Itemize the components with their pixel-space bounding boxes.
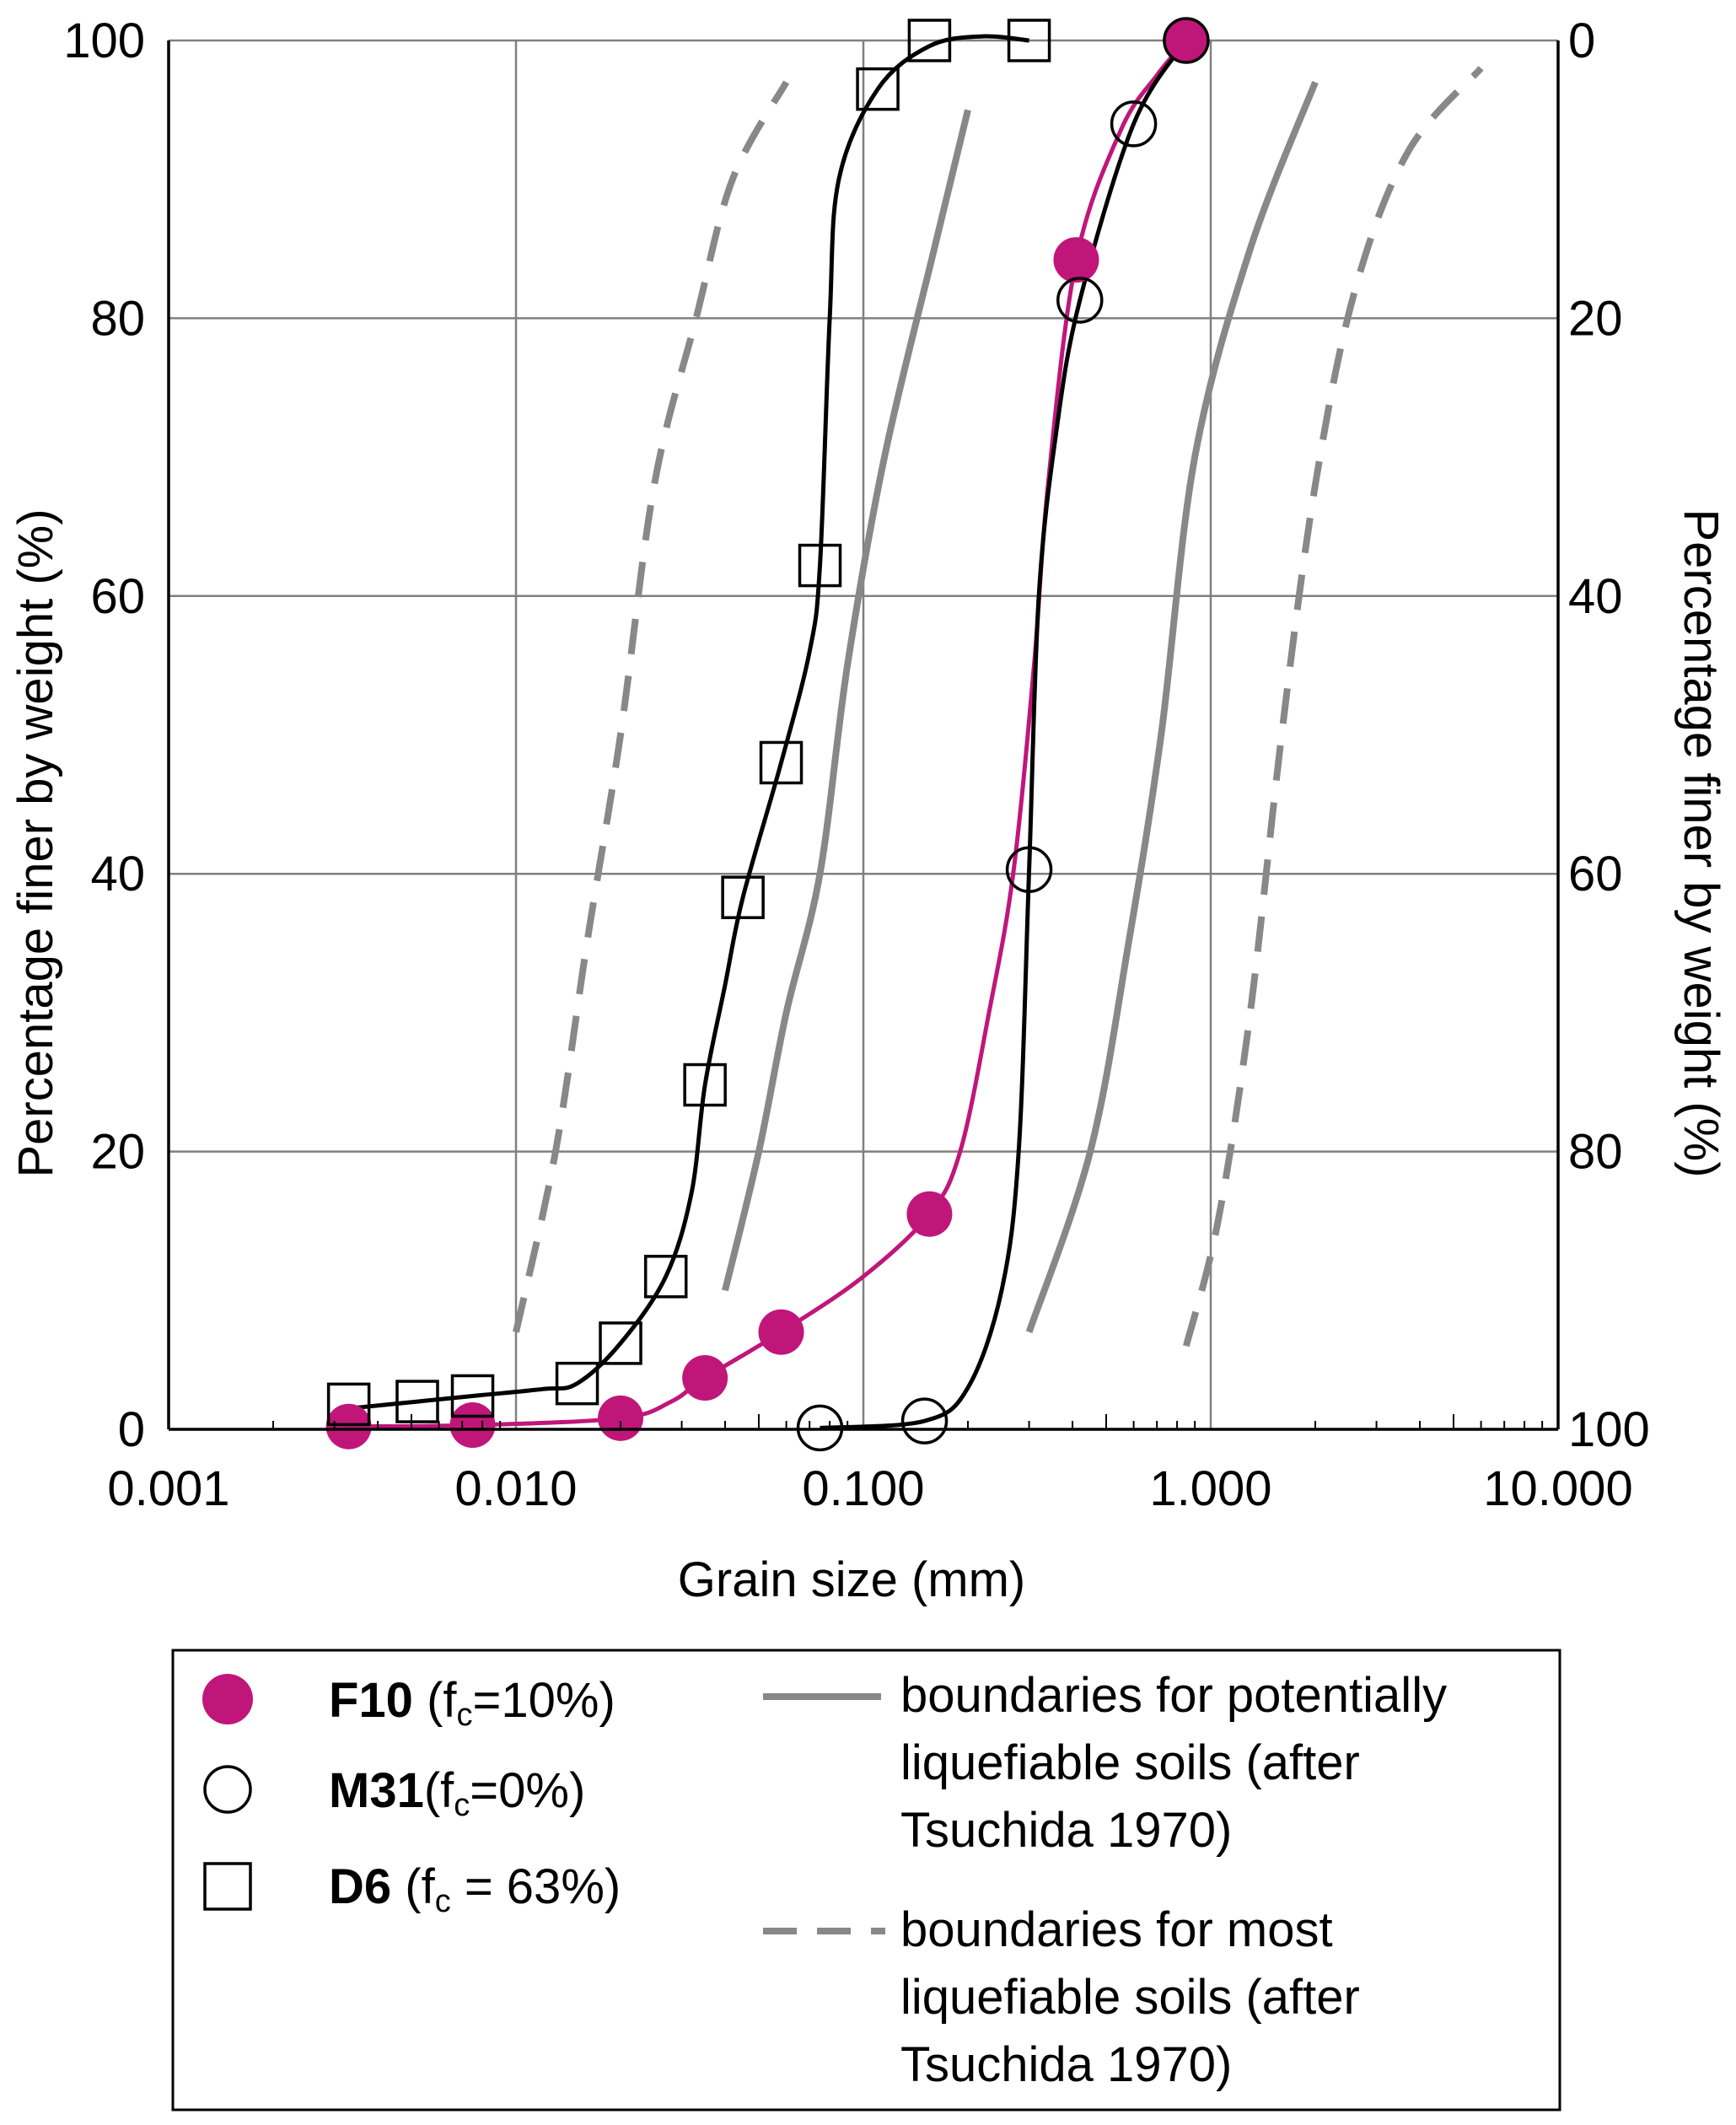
potentially-liquefiable-boundary-0 [722, 109, 971, 1292]
legend-label-m31-name: M31 [329, 1763, 424, 1818]
m31-curve [820, 39, 1189, 1430]
d6-point [856, 67, 900, 111]
f10-point [906, 1191, 953, 1237]
y-tick-label-left: 0 [118, 1402, 145, 1457]
y-tick-label-right: 20 [1568, 291, 1623, 346]
m31-point [1163, 17, 1210, 64]
legend-dashed-text-3: Tsuchida 1970) [900, 2037, 1232, 2092]
legend-label-m31-sub: c [454, 1788, 470, 1823]
legend-label-d6-sub: c [435, 1884, 451, 1919]
y-tick-label-right: 100 [1568, 1402, 1650, 1457]
most-liquefiable-boundary-1 [1183, 66, 1484, 1348]
legend-label-m31-open: (f [424, 1763, 454, 1818]
legend-label-f10-name: F10 [329, 1673, 413, 1728]
y-tick-label-left: 60 [90, 569, 145, 624]
d6-point [798, 543, 842, 588]
legend-label-d6-open: (f [391, 1859, 435, 1914]
axes [167, 40, 1560, 1431]
grid [167, 39, 1560, 1431]
f10-point [598, 1395, 644, 1441]
y-tick-label-left: 20 [90, 1125, 145, 1180]
legend-dashed-text-2: liquefiable soils (after [900, 1970, 1360, 2025]
tick-labels: 0.001 0.010 0.100 1.000 10.000 0 20 40 60 80 100 10… [63, 13, 1650, 1516]
d6-point [395, 1380, 439, 1423]
legend-label-f10-sub: c [457, 1697, 473, 1733]
y-tick-label-right: 0 [1568, 13, 1595, 68]
data-series [325, 17, 1210, 1452]
m31-point [1056, 277, 1104, 324]
d6-point [721, 875, 765, 919]
boundary-curves [513, 66, 1484, 1348]
most-liquefiable-boundary-0 [513, 80, 790, 1333]
f10-point [449, 1402, 496, 1449]
legend-box [171, 1649, 1561, 2112]
f10-point [325, 1403, 372, 1450]
x-axis-label: Grain size (mm) [678, 1552, 1025, 1607]
legend-label-d6-tail: = 63%) [451, 1859, 621, 1914]
legend-solid-text-1: boundaries for potentially [900, 1668, 1447, 1723]
legend-solid-text-3: Tsuchida 1970) [900, 1803, 1232, 1858]
d6-point [907, 19, 952, 62]
legend-marker-m31 [203, 1765, 252, 1814]
x-tick-label: 1.000 [1149, 1461, 1271, 1516]
legend-label-m31: M31(fc=0%) [329, 1763, 585, 1823]
y-tick-label-right: 80 [1568, 1125, 1623, 1180]
f10-point [1163, 18, 1209, 63]
legend-label-m31-tail: =0%) [470, 1763, 585, 1818]
y-axis-label-left: Percentage finer by weight (%) [8, 508, 63, 1177]
y-tick-label-left: 100 [63, 13, 145, 68]
y-tick-label-left: 80 [90, 291, 145, 346]
f10-point [758, 1309, 804, 1355]
f10-point [1053, 237, 1099, 283]
d6-point [450, 1374, 495, 1418]
d6-point [599, 1321, 642, 1365]
x-tick-label: 10.000 [1483, 1461, 1632, 1516]
d6-point [555, 1361, 599, 1406]
y-tick-label-left: 40 [90, 847, 145, 901]
d6-curve [348, 34, 1029, 1411]
legend-label-d6: D6 (fc = 63%) [329, 1859, 621, 1919]
legend-label-f10: F10 (fc=10%) [329, 1673, 615, 1733]
legend-label-f10-open: (f [413, 1673, 457, 1728]
d6-point [759, 740, 804, 785]
legend-label-d6-name: D6 [329, 1859, 391, 1914]
d6-point [1007, 19, 1051, 62]
x-tick-label: 0.001 [107, 1461, 229, 1516]
y-tick-label-right: 60 [1568, 847, 1623, 901]
d6-point [683, 1062, 727, 1107]
legend-marker-d6 [203, 1862, 252, 1911]
x-tick-label: 0.010 [454, 1461, 577, 1516]
potentially-liquefiable-boundary-1 [1025, 80, 1319, 1333]
legend-dashed-text-1: boundaries for most [900, 1902, 1333, 1957]
m31-point [1005, 846, 1053, 894]
m31-point [900, 1397, 949, 1444]
legend-label-f10-tail: =10%) [473, 1673, 615, 1728]
f10-point [682, 1355, 728, 1401]
legend-solid-text-2: liquefiable soils (after [900, 1735, 1360, 1790]
d6-point [643, 1255, 688, 1299]
legend: F10 (fc=10%) M31(fc=0%) D6 (fc = 63%) bo… [171, 1649, 1561, 2112]
y-axis-label-right: Percentage finer by weight (%) [1674, 508, 1728, 1177]
d6-point [326, 1382, 371, 1427]
legend-marker-f10 [202, 1674, 253, 1724]
x-tick-label: 0.100 [802, 1461, 924, 1516]
m31-point [1110, 100, 1158, 148]
y-tick-label-right: 40 [1568, 569, 1623, 624]
